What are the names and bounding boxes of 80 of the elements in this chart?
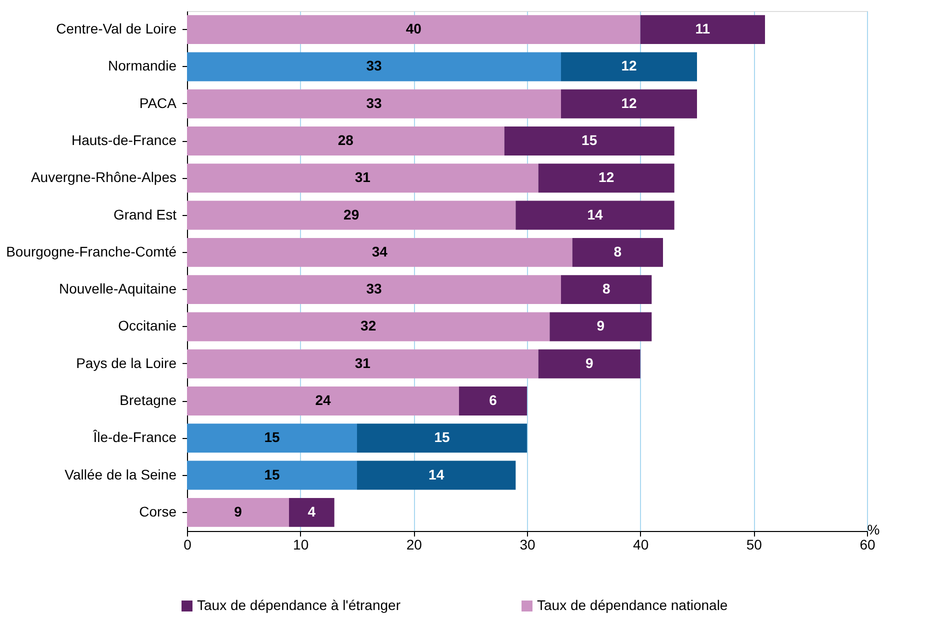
y-tick-label: Hauts-de-France <box>71 132 177 148</box>
bar <box>187 498 289 527</box>
legend-label: Taux de dépendance nationale <box>537 597 728 613</box>
bar <box>459 386 527 416</box>
data-label: 8 <box>614 243 622 260</box>
data-label: 31 <box>354 354 371 371</box>
data-label: 33 <box>366 280 382 297</box>
data-label: 15 <box>582 132 598 148</box>
x-tick-label: 0 <box>184 536 192 552</box>
y-tick-label: Grand Est <box>113 206 177 222</box>
data-label: 9 <box>234 503 242 520</box>
y-tick-label: Pays de la Loire <box>76 354 177 371</box>
data-label: 6 <box>489 392 498 408</box>
bar <box>538 349 640 378</box>
data-label: 33 <box>366 94 382 111</box>
data-label: 12 <box>598 169 614 186</box>
bar <box>187 312 550 342</box>
y-tick-label: Bretagne <box>120 392 177 408</box>
x-axis-title: % <box>867 522 880 538</box>
bar <box>187 15 640 44</box>
x-tick-label: 50 <box>746 536 762 552</box>
data-label: 12 <box>621 94 637 111</box>
x-tick-label: 60 <box>860 536 876 552</box>
y-tick-label: PACA <box>139 94 178 111</box>
data-label: 15 <box>434 429 450 446</box>
bar <box>187 238 572 267</box>
bar <box>187 126 504 156</box>
data-label: 14 <box>428 466 444 482</box>
x-tick-label: 20 <box>406 536 422 552</box>
data-label: 28 <box>338 132 354 148</box>
bar <box>187 89 561 118</box>
bar <box>187 424 357 453</box>
bar <box>187 52 561 82</box>
bar <box>640 15 765 44</box>
data-label: 33 <box>366 58 382 74</box>
data-label: 40 <box>406 20 422 37</box>
bar <box>187 386 459 416</box>
data-label: 29 <box>344 206 360 222</box>
y-tick-label: Bourgogne-Franche-Comté <box>6 243 177 260</box>
data-label: 9 <box>596 318 605 334</box>
bar <box>561 89 697 118</box>
bar <box>561 275 652 304</box>
bar <box>289 498 334 527</box>
data-label: 12 <box>621 58 637 74</box>
bar <box>516 200 674 230</box>
data-label: 11 <box>695 20 710 37</box>
y-tick-label: Centre-Val de Loire <box>56 20 177 37</box>
bar <box>187 349 538 378</box>
bar <box>187 460 357 490</box>
y-tick-label: Nouvelle-Aquitaine <box>58 280 177 297</box>
x-tick-label: 40 <box>633 536 649 552</box>
bar <box>357 460 516 490</box>
legend-label: Taux de dépendance à l'étranger <box>197 597 401 613</box>
data-label: 9 <box>585 354 594 371</box>
y-tick-label: Île-de-France <box>92 429 177 446</box>
y-tick-label: Corse <box>139 503 177 520</box>
y-tick-label: Occitanie <box>118 318 177 334</box>
data-label: 24 <box>315 392 331 408</box>
bar <box>572 238 663 267</box>
bar <box>187 200 516 230</box>
bar <box>550 312 652 342</box>
y-tick-label: Normandie <box>108 58 177 74</box>
data-label: 4 <box>308 503 316 520</box>
data-label: 15 <box>264 466 280 482</box>
y-tick-label: Vallée de la Seine <box>64 466 177 482</box>
data-label: 34 <box>372 243 388 260</box>
x-tick-label: 10 <box>293 536 309 552</box>
bar <box>504 126 674 156</box>
data-label: 31 <box>354 169 371 186</box>
bar <box>538 164 674 193</box>
y-tick-label: Auvergne-Rhône-Alpes <box>30 169 176 186</box>
bar <box>357 424 527 453</box>
bar <box>561 52 697 82</box>
x-tick-label: 30 <box>520 536 536 552</box>
bar <box>187 164 538 193</box>
data-label: 8 <box>602 280 610 297</box>
bar <box>187 275 561 304</box>
data-label: 32 <box>360 318 376 334</box>
data-label: 14 <box>587 206 603 222</box>
data-label: 15 <box>264 429 280 446</box>
